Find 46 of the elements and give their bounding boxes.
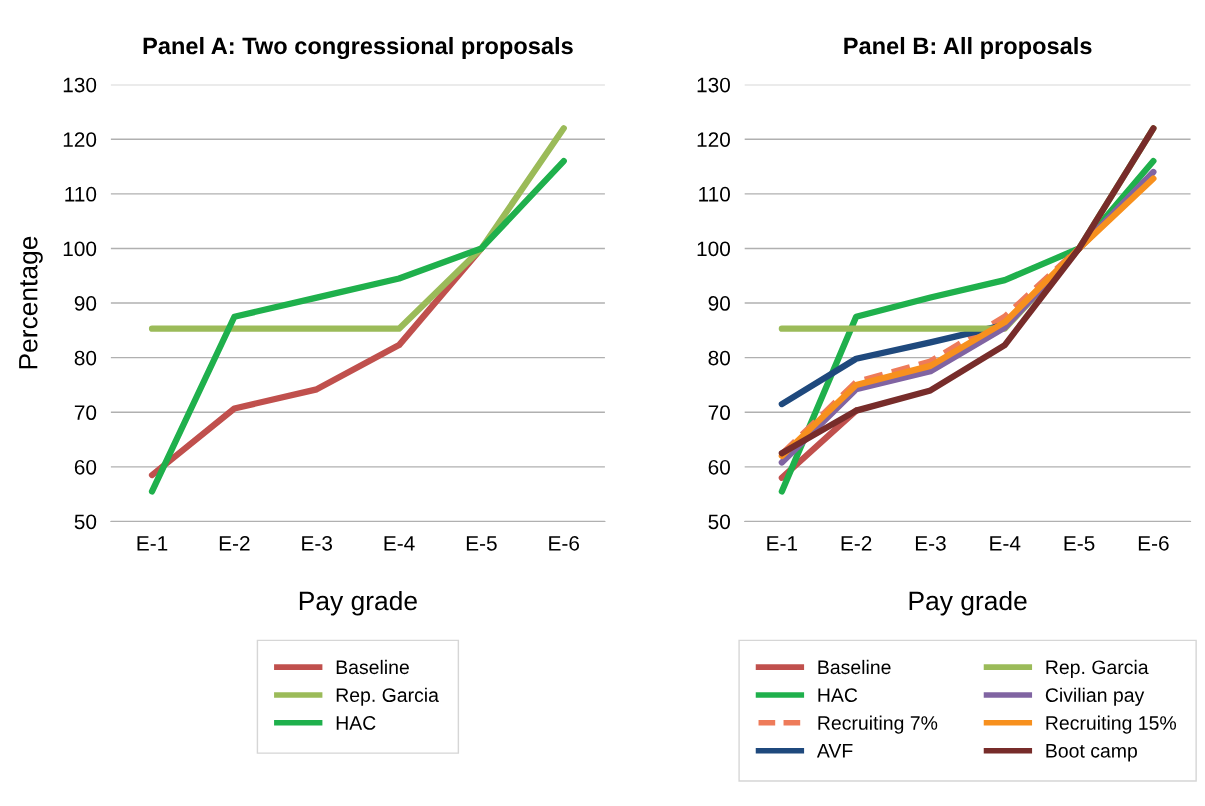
- y-tick-label: 120: [697, 132, 730, 147]
- y-tick-label: 70: [708, 405, 730, 421]
- x-axis-title: Pay grade: [909, 590, 1027, 616]
- y-tick-label: 90: [708, 296, 730, 311]
- y-tick-label: 70: [74, 405, 97, 421]
- x-axis-title: Pay grade: [299, 590, 417, 616]
- y-tick-label: 120: [63, 132, 97, 147]
- legend-label: Rep. Garcia: [1046, 659, 1149, 678]
- legend-label: HAC: [336, 716, 376, 730]
- legend-label: Recruiting 15%: [1046, 715, 1177, 734]
- y-tick-label: 130: [697, 77, 730, 93]
- x-tick-label: E-4: [990, 536, 1021, 551]
- x-tick-label: E-5: [1064, 536, 1095, 551]
- x-tick-label: E-2: [841, 535, 872, 551]
- x-tick-label: E-5: [466, 536, 497, 551]
- y-tick-label: 90: [74, 296, 97, 311]
- y-axis-title: Percentage: [19, 236, 43, 369]
- y-tick-label: 100: [63, 241, 97, 257]
- chart-title: Panel B: All proposals: [844, 36, 1092, 59]
- x-tick-label: E-3: [302, 535, 333, 551]
- y-tick-label: 80: [74, 350, 97, 366]
- y-tick-label: 50: [708, 514, 730, 530]
- legend-label: Recruiting 7%: [818, 715, 938, 734]
- y-tick-label: 110: [699, 186, 730, 202]
- legend-label: HAC: [818, 688, 858, 702]
- y-tick-label: 110: [65, 186, 97, 202]
- legend-label: Civilian pay: [1045, 687, 1145, 706]
- legend-label: Baseline: [818, 659, 891, 675]
- x-tick-label: E-1: [137, 536, 168, 551]
- x-tick-label: E-6: [1138, 535, 1169, 551]
- y-tick-label: 80: [708, 350, 730, 366]
- x-tick-label: E-6: [549, 535, 580, 551]
- x-tick-label: E-3: [915, 535, 946, 551]
- y-tick-label: 50: [74, 514, 97, 530]
- legend-label: Baseline: [336, 659, 409, 675]
- legend-label: Rep. Garcia: [336, 687, 439, 706]
- x-tick-label: E-1: [767, 536, 798, 551]
- x-tick-label: E-4: [384, 536, 415, 551]
- x-tick-label: E-2: [219, 535, 250, 551]
- legend-label: AVF: [816, 744, 853, 758]
- y-tick-label: 60: [74, 459, 97, 475]
- chart-title: Panel A: Two congressional proposals: [143, 36, 573, 60]
- y-tick-label: 60: [708, 459, 730, 475]
- y-tick-label: 130: [63, 77, 97, 93]
- y-tick-label: 100: [697, 241, 730, 257]
- legend-label: Boot camp: [1046, 744, 1137, 762]
